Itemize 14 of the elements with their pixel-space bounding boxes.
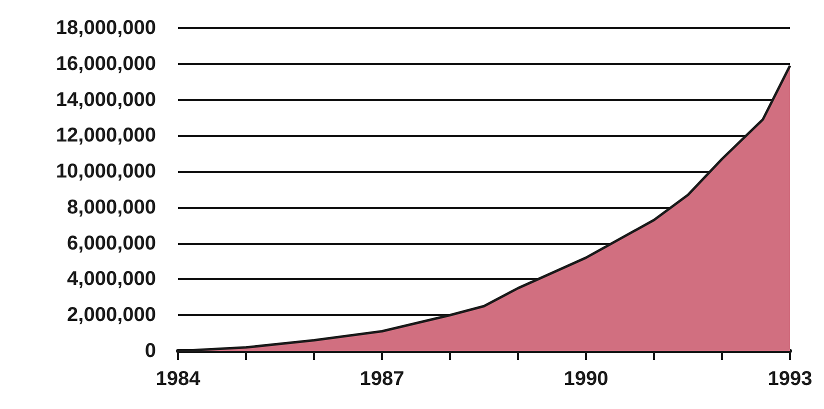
y-tick-label: 8,000,000 xyxy=(67,196,156,218)
x-tick-label: 1990 xyxy=(564,368,608,390)
y-tick-label: 6,000,000 xyxy=(67,232,156,254)
y-tick-label: 16,000,000 xyxy=(56,52,156,75)
y-tick-label: 10,000,000 xyxy=(56,160,156,183)
y-tick-label: 12,000,000 xyxy=(56,124,156,147)
x-tick-label: 1984 xyxy=(156,368,202,390)
y-tick-label: 2,000,000 xyxy=(67,304,156,326)
y-tick-label: 4,000,000 xyxy=(67,268,156,290)
y-tick-label: 14,000,000 xyxy=(56,88,156,111)
y-tick-label: 0 xyxy=(144,340,156,362)
x-tick-label: 1987 xyxy=(360,368,404,390)
y-tick-label: 18,000,000 xyxy=(56,17,156,39)
x-tick-label: 1993 xyxy=(768,368,812,390)
